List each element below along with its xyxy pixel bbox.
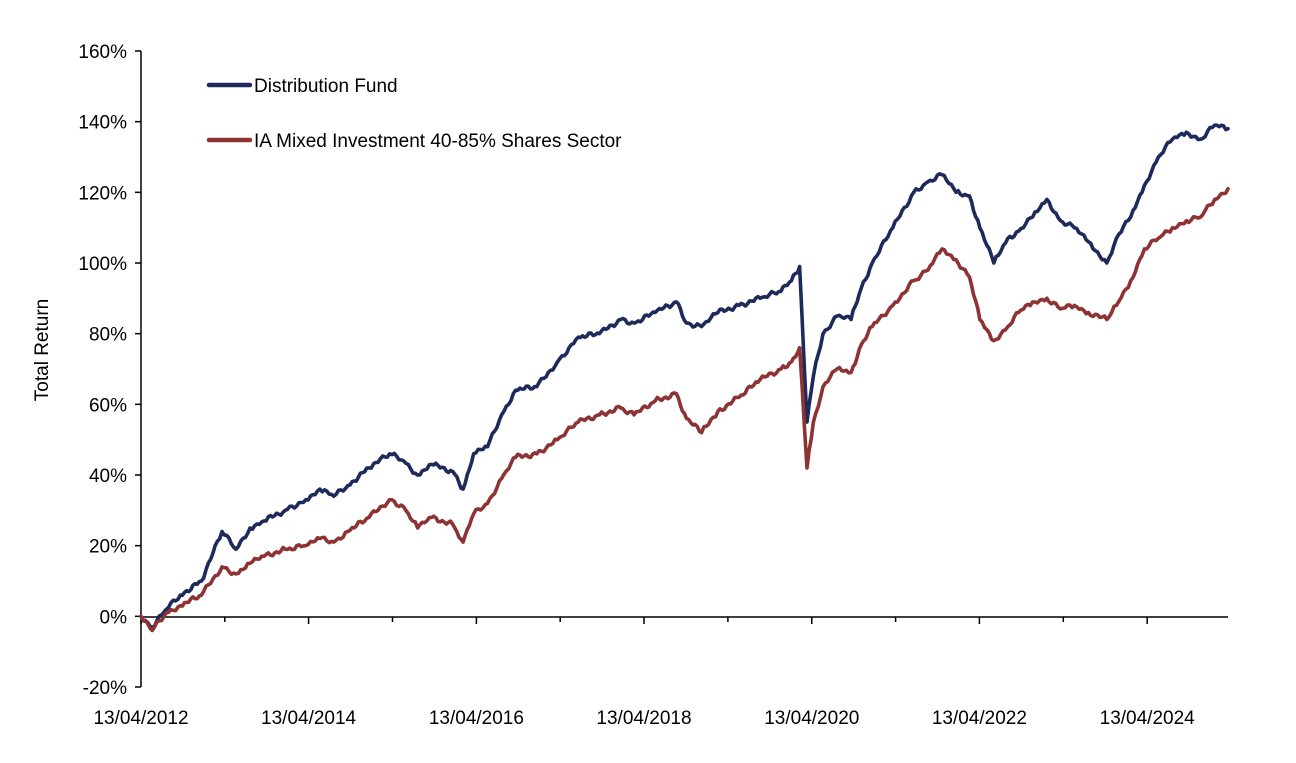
y-tick-label: 140% bbox=[78, 113, 127, 134]
y-tick-label: 0% bbox=[100, 607, 128, 628]
x-tick-label: 13/04/2020 bbox=[764, 708, 859, 729]
x-tick-label: 13/04/2016 bbox=[429, 708, 524, 729]
x-tick-label: 13/04/2018 bbox=[596, 708, 691, 729]
x-tick-label: 13/04/2012 bbox=[93, 708, 188, 729]
y-tick-label: 20% bbox=[89, 537, 127, 558]
legend: Distribution Fund IA Mixed Investment 40-… bbox=[206, 76, 622, 152]
y-axis: -20% 0% 20% 40% 60% 80% 100% 120% 140% 160% bbox=[78, 42, 142, 699]
x-tick-label: 13/04/2014 bbox=[261, 708, 357, 729]
legend-label: Distribution Fund bbox=[254, 76, 398, 97]
y-tick-label: 60% bbox=[89, 395, 127, 416]
y-tick-label: 120% bbox=[78, 183, 127, 204]
y-tick-label: 40% bbox=[89, 466, 127, 487]
series-lines bbox=[139, 123, 1230, 633]
x-tick-label: 13/04/2022 bbox=[932, 708, 1027, 729]
y-tick-label: 80% bbox=[89, 325, 127, 346]
series-line-2 bbox=[139, 187, 1230, 633]
y-tick-label: 100% bbox=[78, 254, 127, 275]
series-line-1 bbox=[139, 123, 1230, 629]
legend-label: IA Mixed Investment 40-85% Shares Sector bbox=[254, 131, 622, 152]
y-tick-label: 160% bbox=[78, 42, 127, 63]
y-tick-label: -20% bbox=[83, 678, 127, 699]
x-axis: 13/04/2012 13/04/2014 13/04/2016 13/04/2018… bbox=[93, 616, 1228, 729]
y-axis-title: Total Return bbox=[32, 299, 53, 401]
x-tick-label: 13/04/2024 bbox=[1100, 708, 1196, 729]
